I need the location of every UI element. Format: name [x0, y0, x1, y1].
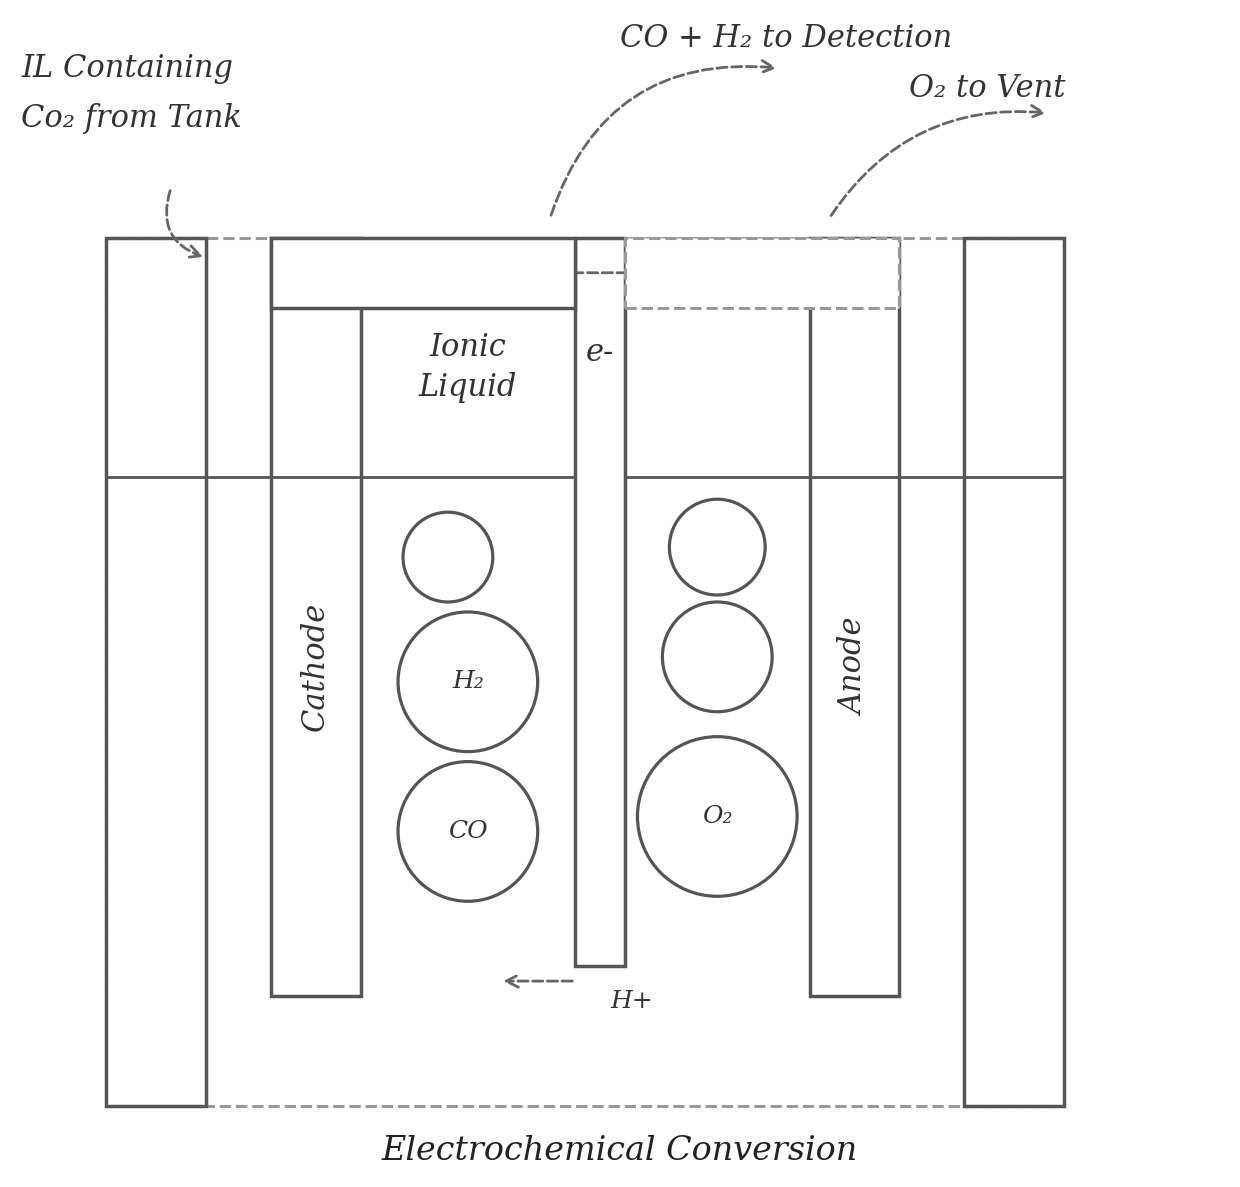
Circle shape: [662, 602, 773, 712]
Text: Cathode: Cathode: [300, 602, 331, 731]
Circle shape: [398, 762, 538, 901]
Text: CO: CO: [448, 820, 487, 843]
Bar: [575, 237, 625, 966]
Text: Ionic
Liquid: Ionic Liquid: [419, 331, 517, 404]
Bar: [965, 237, 1064, 1106]
Circle shape: [670, 500, 765, 595]
Circle shape: [637, 737, 797, 896]
Text: IL Containing: IL Containing: [21, 53, 233, 84]
Bar: [810, 237, 899, 996]
Text: Electrochemical Conversion: Electrochemical Conversion: [382, 1135, 858, 1167]
Text: Anode: Anode: [839, 618, 870, 716]
Text: O₂: O₂: [702, 805, 733, 829]
Text: e-: e-: [587, 337, 614, 368]
Text: O₂ to Vent: O₂ to Vent: [909, 74, 1066, 104]
Bar: [107, 237, 206, 1106]
Bar: [107, 237, 1064, 1106]
Bar: [625, 237, 899, 307]
Text: H+: H+: [610, 990, 652, 1013]
Bar: [270, 237, 361, 996]
Circle shape: [403, 513, 492, 602]
Text: CO + H₂ to Detection: CO + H₂ to Detection: [620, 24, 952, 55]
Text: Co₂ from Tank: Co₂ from Tank: [21, 103, 242, 134]
Text: H₂: H₂: [453, 671, 484, 693]
Bar: [270, 237, 575, 307]
Circle shape: [398, 612, 538, 751]
